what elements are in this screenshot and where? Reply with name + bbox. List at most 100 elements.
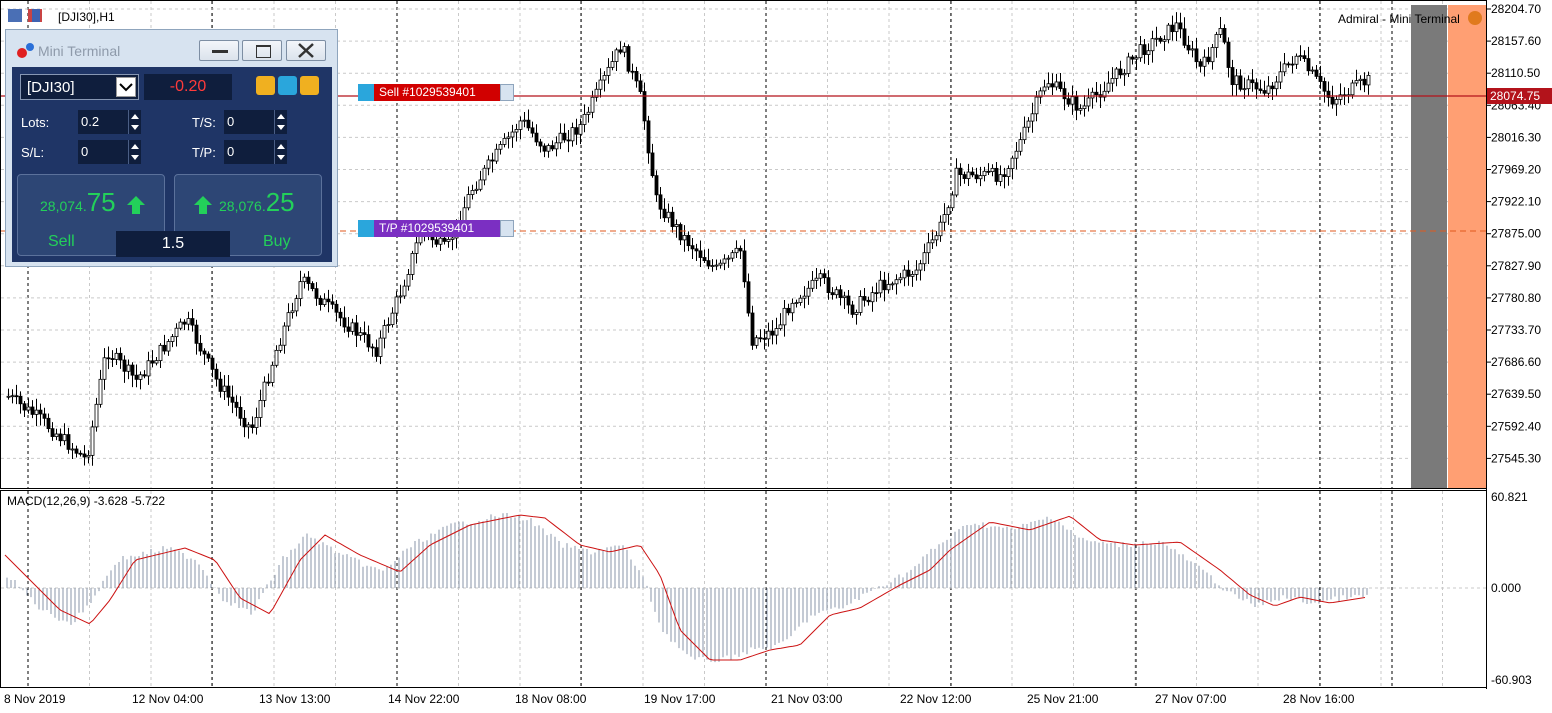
price-tick-label: 27733.70 xyxy=(1491,323,1541,337)
sl-stepper[interactable] xyxy=(128,140,141,164)
candle-body xyxy=(1290,63,1295,66)
candle-body xyxy=(706,260,711,267)
candle-body xyxy=(1314,69,1319,77)
candle-body xyxy=(1154,37,1159,40)
candle-body xyxy=(946,207,951,215)
macd-axis: 60.821 0.000 -60.903 xyxy=(1491,490,1532,687)
lots-stepper[interactable] xyxy=(128,110,141,134)
candle-body xyxy=(1234,75,1239,86)
candle-body xyxy=(646,120,651,154)
sl-input[interactable]: 0 xyxy=(78,140,128,164)
candle-body xyxy=(206,353,211,359)
candle-body xyxy=(938,221,943,237)
candle-body xyxy=(1150,38,1155,52)
expand-icon[interactable] xyxy=(300,76,319,95)
gear-icon[interactable] xyxy=(358,220,374,237)
candle-body xyxy=(1014,150,1019,159)
candle-body xyxy=(1210,47,1215,63)
candle-body xyxy=(382,325,387,339)
candle-body xyxy=(818,273,823,279)
candle-body xyxy=(1338,94,1343,100)
maximize-button[interactable] xyxy=(242,40,282,61)
candle-body xyxy=(1094,91,1099,96)
candle-body xyxy=(922,252,927,265)
candle-body xyxy=(1278,71,1283,83)
candle-body xyxy=(290,310,295,314)
candle-body xyxy=(670,211,675,227)
candle-body xyxy=(926,242,931,254)
candle-body xyxy=(122,359,127,372)
candle-body xyxy=(858,296,863,313)
time-tick-label: 14 Nov 22:00 xyxy=(388,692,460,706)
close-order-icon[interactable] xyxy=(500,220,514,237)
candle-body xyxy=(1026,120,1031,128)
candle-body xyxy=(950,194,955,209)
candle-body xyxy=(310,283,315,290)
candle-body xyxy=(830,292,835,296)
time-tick-label: 22 Nov 12:00 xyxy=(900,692,972,706)
chevron-down-icon[interactable] xyxy=(116,77,136,97)
current-price-label: 28074.75 xyxy=(1490,89,1540,103)
candle-body xyxy=(718,262,723,266)
candle-body xyxy=(494,148,499,162)
candle-body xyxy=(514,129,519,133)
minimize-button[interactable] xyxy=(199,40,239,61)
candle-body xyxy=(266,381,271,384)
candle-body xyxy=(1078,108,1083,111)
candle-body xyxy=(118,352,123,361)
candle-body xyxy=(934,235,939,241)
candle-body xyxy=(738,247,743,252)
candle-body xyxy=(170,336,175,342)
window-title: Mini Terminal xyxy=(38,43,121,59)
candle-body xyxy=(834,289,839,296)
candle-body xyxy=(350,322,355,332)
ts-stepper[interactable] xyxy=(274,110,287,134)
gear-icon[interactable] xyxy=(358,84,374,101)
candle-body xyxy=(898,277,903,281)
candle-body xyxy=(42,413,47,419)
candle-body xyxy=(746,281,751,314)
symbol-select[interactable]: [DJI30] xyxy=(20,74,139,100)
candle-body xyxy=(82,453,87,458)
candle-body xyxy=(242,417,247,428)
close-order-icon[interactable] xyxy=(500,84,514,101)
time-tick-label: 21 Nov 03:00 xyxy=(771,692,843,706)
candle-body xyxy=(1186,44,1191,51)
candle-body xyxy=(854,312,859,315)
candle-body xyxy=(1166,24,1171,41)
gear-icon[interactable] xyxy=(278,76,297,95)
candle-body xyxy=(878,279,883,294)
candle-body xyxy=(442,237,447,242)
candle-body xyxy=(890,283,895,286)
candle-body xyxy=(1246,79,1251,90)
candle-body xyxy=(722,258,727,264)
candle-body xyxy=(790,302,795,314)
candle-body xyxy=(1146,50,1151,55)
candle-body xyxy=(278,344,283,351)
candle-body xyxy=(314,288,319,299)
tp-stepper[interactable] xyxy=(274,140,287,164)
candle-body xyxy=(210,357,215,370)
candle-body xyxy=(302,276,307,283)
candle-body xyxy=(582,113,587,125)
candle-body xyxy=(34,409,39,415)
candle-body xyxy=(906,269,911,277)
price-axis: 28204.7028157.6028110.5028063.4028016.30… xyxy=(1486,2,1541,465)
tp-input[interactable]: 0 xyxy=(224,140,274,164)
close-button[interactable] xyxy=(286,40,326,61)
arrow-up-icon xyxy=(194,196,212,214)
candle-body xyxy=(1142,44,1147,55)
mini-terminal-window[interactable]: Mini Terminal [DJI30] -0.20 Lots: 0.2 T/… xyxy=(5,29,338,267)
copy-icon[interactable] xyxy=(256,76,275,95)
time-axis: 8 Nov 2019 12 Nov 04:00 13 Nov 13:00 14 Nov… xyxy=(4,692,1355,706)
candle-body xyxy=(590,96,595,113)
chart-window-icon xyxy=(8,9,22,22)
lots-input[interactable]: 0.2 xyxy=(78,110,128,134)
candle-body xyxy=(1106,82,1111,92)
candle-body xyxy=(322,298,327,306)
volume-input[interactable]: 1.5 xyxy=(116,231,230,257)
candle-body xyxy=(574,127,579,135)
lots-label: Lots: xyxy=(21,115,50,130)
candle-body xyxy=(1010,157,1015,169)
ts-input[interactable]: 0 xyxy=(224,110,274,134)
